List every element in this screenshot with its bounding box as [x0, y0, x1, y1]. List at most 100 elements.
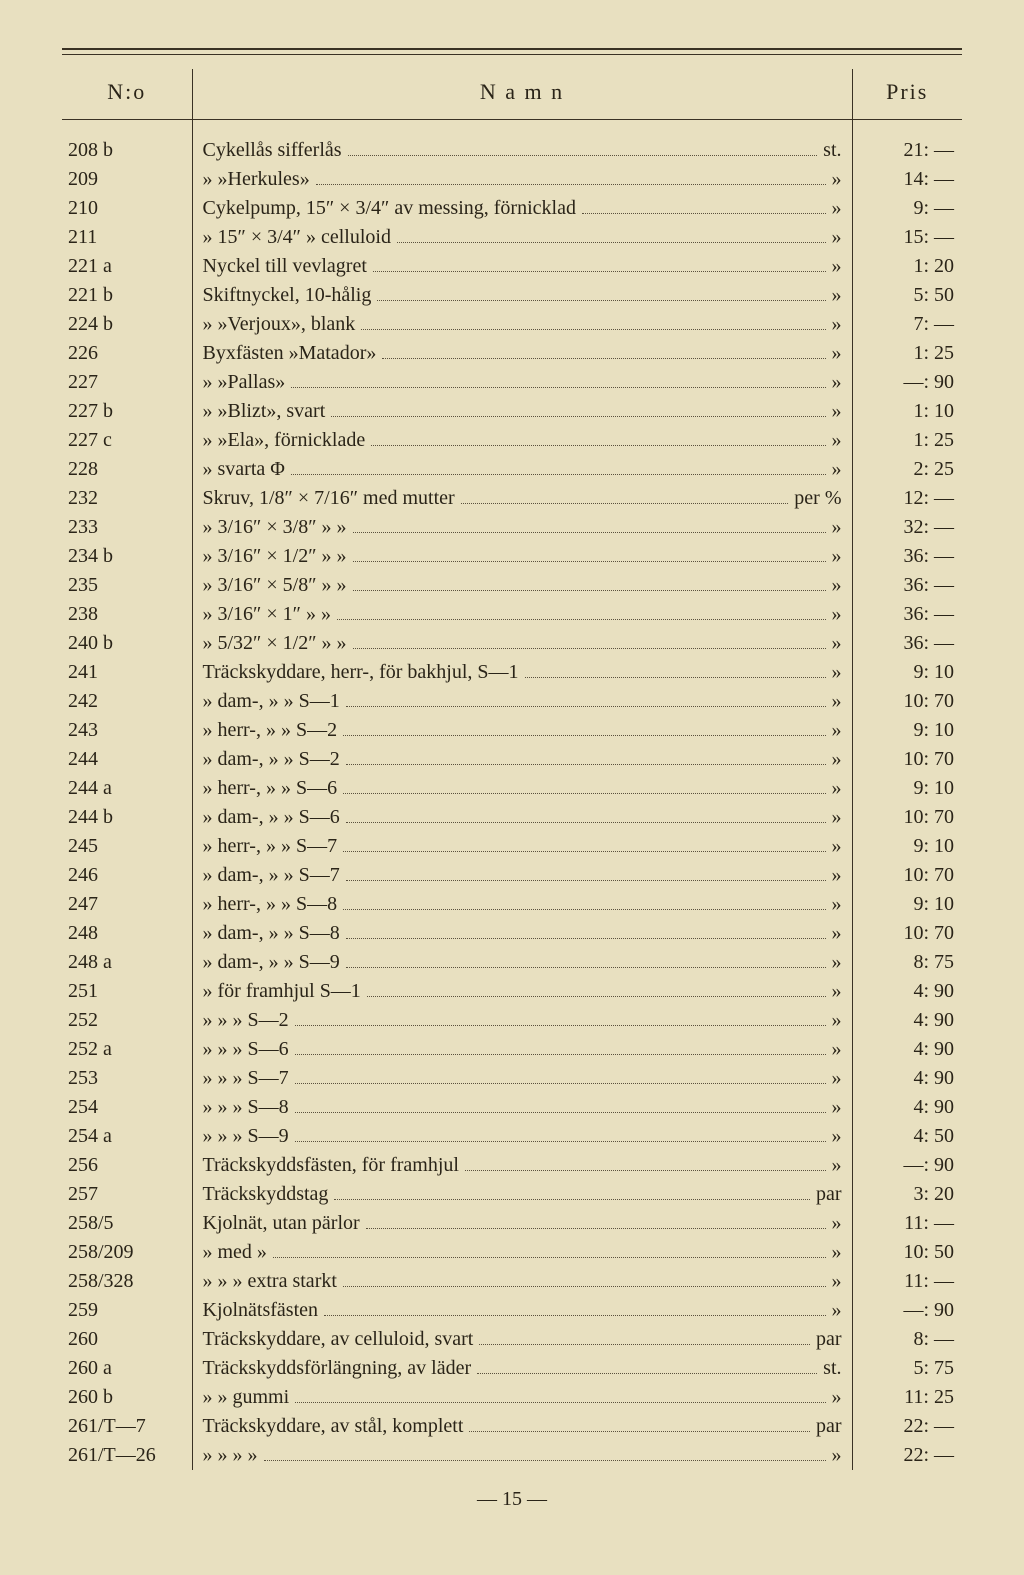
- cell-name: » svarta Φ»: [192, 455, 852, 484]
- cell-no: 242: [62, 687, 192, 716]
- name-text: Träckskyddare, av stål, komplett: [203, 1413, 464, 1440]
- table-row: 258/328» » » extra starkt»11: —: [62, 1267, 962, 1296]
- leader-dots: [346, 880, 826, 881]
- cell-pris: 10: 70: [852, 687, 962, 716]
- unit-text: st.: [823, 137, 841, 164]
- name-text: » 3/16″ × 1″ » »: [203, 601, 332, 628]
- table-row: 244 a» herr-, » » S—6»9: 10: [62, 774, 962, 803]
- cell-pris: 21: —: [852, 136, 962, 165]
- unit-text: »: [832, 282, 842, 309]
- cell-pris: 9: 10: [852, 658, 962, 687]
- name-text: » » » S—7: [203, 1065, 289, 1092]
- name-text: » 15″ × 3/4″ » celluloid: [203, 224, 391, 251]
- cell-name: Träckskyddsförlängning, av läderst.: [192, 1354, 852, 1383]
- unit-text: »: [832, 1123, 842, 1150]
- name-text: » dam-, » » S—6: [203, 804, 340, 831]
- table-row: 226Byxfästen »Matador»»1: 25: [62, 339, 962, 368]
- unit-text: par: [816, 1181, 842, 1208]
- leader-dots: [377, 300, 825, 301]
- cell-pris: 11: —: [852, 1267, 962, 1296]
- cell-name: » dam-, » » S—7»: [192, 861, 852, 890]
- unit-text: »: [832, 601, 842, 628]
- unit-text: »: [832, 659, 842, 686]
- table-row: 257Träckskyddstagpar3: 20: [62, 1180, 962, 1209]
- cell-name: » dam-, » » S—8»: [192, 919, 852, 948]
- cell-name: » 3/16″ × 1″ » » »: [192, 600, 852, 629]
- cell-no: 224 b: [62, 310, 192, 339]
- table-header-row: N:o N a m n Pris: [62, 69, 962, 120]
- cell-no: 234 b: [62, 542, 192, 571]
- table-row: 221 bSkiftnyckel, 10-hålig»5: 50: [62, 281, 962, 310]
- table-row: 240 b» 5/32″ × 1/2″ » »»36: —: [62, 629, 962, 658]
- leader-dots: [346, 822, 826, 823]
- cell-pris: 9: 10: [852, 832, 962, 861]
- unit-text: »: [832, 1210, 842, 1237]
- table-row: 228» svarta Φ»2: 25: [62, 455, 962, 484]
- table-row: 253» » » S—7»4: 90: [62, 1064, 962, 1093]
- name-text: » »Pallas»: [203, 369, 286, 396]
- table-row: 252 a» » » S—6»4: 90: [62, 1035, 962, 1064]
- cell-pris: 8: —: [852, 1325, 962, 1354]
- page: N:o N a m n Pris 208 bCykellås sifferlås…: [0, 0, 1024, 1575]
- table-row: 211» 15″ × 3/4″ » celluloid»15: —: [62, 223, 962, 252]
- cell-pris: 7: —: [852, 310, 962, 339]
- cell-name: » »Verjoux», blank»: [192, 310, 852, 339]
- cell-name: » herr-, » » S—2»: [192, 716, 852, 745]
- cell-pris: —: 90: [852, 1151, 962, 1180]
- leader-dots: [361, 329, 825, 330]
- cell-name: » 3/16″ × 5/8″ » »»: [192, 571, 852, 600]
- leader-dots: [295, 1141, 826, 1142]
- cell-pris: 10: 70: [852, 803, 962, 832]
- leader-dots: [331, 416, 825, 417]
- leader-dots: [469, 1431, 810, 1432]
- name-text: » »Blizt», svart: [203, 398, 326, 425]
- name-text: » svarta Φ: [203, 456, 285, 483]
- cell-pris: 2: 25: [852, 455, 962, 484]
- cell-name: Skiftnyckel, 10-hålig »: [192, 281, 852, 310]
- unit-text: »: [832, 224, 842, 251]
- cell-name: » med »»: [192, 1238, 852, 1267]
- name-text: Cykelpump, 15″ × 3/4″ av messing, förnic…: [203, 195, 576, 222]
- leader-dots: [465, 1170, 826, 1171]
- header-name: N a m n: [192, 69, 852, 120]
- cell-name: Cykellås sifferlåsst.: [192, 136, 852, 165]
- cell-no: 258/5: [62, 1209, 192, 1238]
- table-row: 238» 3/16″ × 1″ » »»36: —: [62, 600, 962, 629]
- leader-dots: [353, 532, 826, 533]
- cell-name: Kjolnätsfästen»: [192, 1296, 852, 1325]
- name-text: Skiftnyckel, 10-hålig: [203, 282, 372, 309]
- cell-pris: 1: 10: [852, 397, 962, 426]
- name-text: » » gummi: [203, 1384, 290, 1411]
- table-row: 235» 3/16″ × 5/8″ » »»36: —: [62, 571, 962, 600]
- table-row: 244 b» dam-, » » S—6»10: 70: [62, 803, 962, 832]
- cell-no: 221 b: [62, 281, 192, 310]
- leader-dots: [337, 619, 826, 620]
- leader-dots: [291, 387, 825, 388]
- leader-dots: [397, 242, 826, 243]
- cell-pris: 11: 25: [852, 1383, 962, 1412]
- name-text: Träckskyddsförlängning, av läder: [203, 1355, 472, 1382]
- unit-text: »: [832, 775, 842, 802]
- table-row: 242» dam-, » » S—1»10: 70: [62, 687, 962, 716]
- name-text: Träckskyddstag: [203, 1181, 329, 1208]
- table-row: 248» dam-, » » S—8»10: 70: [62, 919, 962, 948]
- name-text: Träckskyddare, herr-, för bakhjul, S—1: [203, 659, 519, 686]
- cell-name: Kjolnät, utan pärlor»: [192, 1209, 852, 1238]
- unit-text: »: [832, 340, 842, 367]
- name-text: Byxfästen »Matador»: [203, 340, 377, 367]
- cell-no: 211: [62, 223, 192, 252]
- unit-text: »: [832, 862, 842, 889]
- leader-dots: [346, 706, 826, 707]
- unit-text: »: [832, 1152, 842, 1179]
- unit-text: »: [832, 572, 842, 599]
- cell-name: » »Ela», förnicklade»: [192, 426, 852, 455]
- cell-no: 227 c: [62, 426, 192, 455]
- cell-name: » » » S—8»: [192, 1093, 852, 1122]
- cell-no: 260: [62, 1325, 192, 1354]
- cell-no: 261/T—26: [62, 1441, 192, 1470]
- cell-no: 227: [62, 368, 192, 397]
- leader-dots: [353, 648, 826, 649]
- table-row: 260 b» » gummi»11: 25: [62, 1383, 962, 1412]
- cell-name: » dam-, » » S—2»: [192, 745, 852, 774]
- cell-name: » för framhjul S—1»: [192, 977, 852, 1006]
